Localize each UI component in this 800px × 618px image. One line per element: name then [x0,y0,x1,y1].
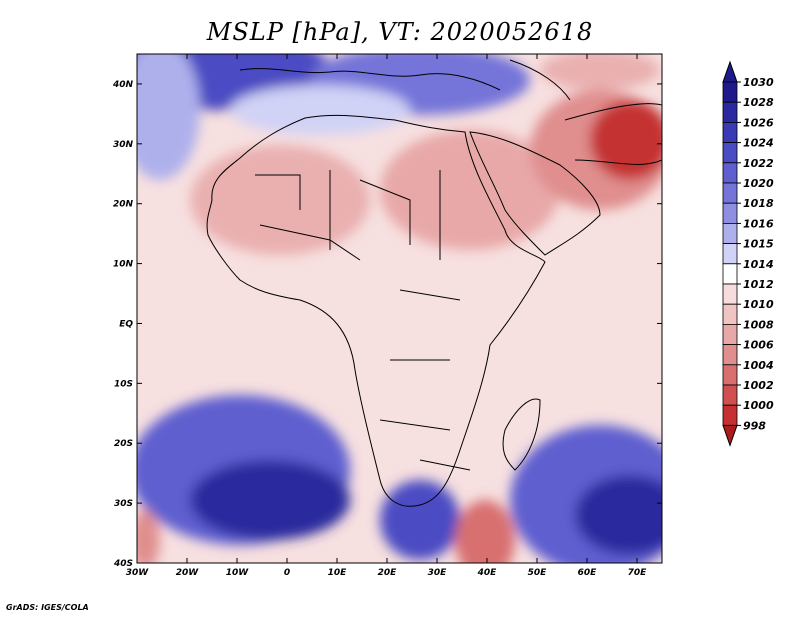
colorbar-top-arrow [722,60,738,83]
colorbar-label: 1026 [743,116,774,129]
lon-tick-label: 30E [428,568,448,578]
colorbar-swatch [722,222,738,244]
colorbar-label: 1004 [743,359,774,372]
colorbar-swatch [722,303,738,325]
lat-tick-label: 30S [114,499,133,509]
colorbar-label: 1002 [743,379,774,392]
colorbar-swatch [722,283,738,305]
lon-tick: 20W [176,54,200,578]
colorbar-bottom-arrow [722,424,738,447]
lat-tick: 30S [114,499,662,509]
map-title: MSLP [hPa], VT: 2020052618 [206,18,594,46]
colorbar-label: 998 [743,419,766,432]
colorbar-swatch [722,344,738,366]
colorbar-label: 1028 [743,96,774,109]
colorbar-label: 1024 [743,137,774,150]
colorbar-label: 1016 [743,217,774,230]
colorbar-swatch [722,162,738,184]
lat-tick: 30N [113,140,662,150]
colorbar-swatch [722,323,738,345]
lat-tick-label: 10N [113,260,134,270]
colorbar-swatch [722,263,738,285]
lon-tick-label: 10W [226,568,250,578]
colorbar-swatch [722,142,738,164]
lon-tick-label: 40E [477,568,498,578]
colorbar: 1030 1028 1026 1024 1022 1020 1018 1016 1015 1014… [722,60,774,447]
lat-tick-label: 10S [114,379,133,389]
lon-tick: 70E [628,54,648,578]
colorbar-label: 1018 [743,197,774,210]
lon-tick: 10W [226,54,250,578]
colorbar-swatch [722,81,738,103]
coastlines [206,59,662,507]
lat-tick-label: 30N [113,140,134,150]
colorbar-swatch [722,364,738,386]
colorbar-label: 1010 [743,298,774,311]
lon-tick-label: 70E [628,568,648,578]
colorbar-label: 1030 [743,76,774,89]
lon-tick: 60E [578,54,598,578]
lon-tick-label: 20W [176,568,200,578]
lon-tick: 30E [428,54,448,578]
colorbar-label: 1008 [743,318,774,331]
pressure-field [137,54,662,563]
lat-tick: EQ [119,319,662,329]
lon-tick-label: 50E [528,568,548,578]
lat-tick: 20S [114,439,662,449]
lat-tick: 40N [112,80,662,90]
colorbar-swatch [722,182,738,204]
colorbar-swatch [722,243,738,265]
lon-tick-label: 0 [284,568,290,578]
lat-tick: 40S [113,559,662,569]
map-frame [136,53,663,564]
lat-tick: 10S [114,379,662,389]
lon-tick-label: 60E [578,568,598,578]
lat-tick: 20N [113,200,662,210]
colorbar-label: 1012 [743,278,774,291]
lon-tick: 20E [378,54,398,578]
latitude-axis: 40S 30S 20S 10S EQ 10N 20N 30N 40N [112,80,662,569]
colorbar-label: 1020 [743,177,774,190]
lat-tick-label: 40S [113,559,133,569]
colorbar-label: 1015 [743,238,774,251]
lon-tick-label: 30W [126,568,150,578]
colorbar-swatch [722,122,738,144]
lon-tick: 50E [528,54,548,578]
colorbar-swatch [722,202,738,224]
lon-tick: 40E [477,54,498,578]
colorbar-swatch [722,101,738,123]
colorbar-label: 1014 [743,258,774,271]
lat-tick-label: 20N [113,200,134,210]
lat-tick-label: 40N [112,80,134,90]
colorbar-label: 1006 [743,339,774,352]
lat-tick: 10N [113,260,662,270]
lon-tick: 30W [126,54,150,578]
lat-tick-label: EQ [119,319,133,329]
lon-tick-label: 20E [378,568,398,578]
grads-credit: GrADS: IGES/COLA [6,603,89,612]
longitude-axis: 30W 20W 10W 0 10E 20E 30E 40E 50E 60E 70E [126,54,647,578]
lon-tick: 10E [328,54,348,578]
colorbar-label: 1000 [743,399,774,412]
colorbar-swatch [722,384,738,406]
colorbar-label: 1022 [743,157,774,170]
lon-tick-label: 10E [328,568,348,578]
colorbar-swatch [722,404,738,426]
lat-tick-label: 20S [114,439,133,449]
lon-tick: 0 [284,54,290,578]
